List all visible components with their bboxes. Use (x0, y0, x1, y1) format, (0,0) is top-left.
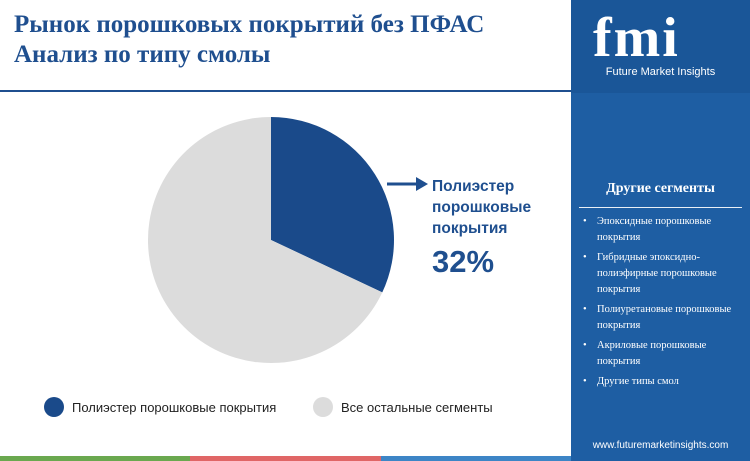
bottom-bar-red (190, 456, 381, 461)
segment-item: Другие типы смол (581, 374, 746, 390)
legend-item-polyester: Полиэстер порошковые покрытия (44, 396, 276, 418)
callout-arrow-head (416, 177, 428, 191)
pie-chart (147, 116, 428, 363)
callout-value: 32% (432, 244, 495, 279)
chart-area: Рынок порошковых покрытий без ПФАС Анали… (0, 11, 571, 461)
callout-label: Полиэстер порошковые покрытия (432, 178, 532, 237)
brand-header: fmi Future Market Insights (571, 0, 750, 93)
pie-slice-polyester (271, 117, 394, 293)
legend-label-others: Все остальные сегменты (341, 399, 493, 415)
brand-name: Future Market Insights (605, 66, 716, 78)
pie-slices (147, 116, 394, 363)
legend-swatch-polyester (44, 397, 64, 417)
panel-divider (579, 207, 742, 208)
segment-item: Эпоксидные порошковые покрытия (581, 214, 746, 246)
bottom-color-bar (0, 456, 571, 461)
segment-item: Акриловые порошковые покрытия (581, 338, 746, 370)
title-divider (0, 90, 571, 92)
legend-label-polyester: Полиэстер порошковые покрытия (72, 399, 277, 415)
bottom-bar-blue (380, 456, 571, 461)
segment-item: Гибридные эпоксидно-полиэфирные порошков… (581, 250, 746, 298)
other-segments-title: Другие сегменты (606, 181, 715, 196)
other-segments-list: Эпоксидные порошковые покрытия Гибридные… (581, 214, 746, 394)
bottom-bar-green (0, 456, 191, 461)
sidebar-panel: fmi Future Market Insights Другие сегмен… (571, 0, 750, 461)
brand-logo: fmi (593, 7, 680, 69)
pie-slice-others (147, 116, 383, 363)
legend-swatch-others (313, 397, 333, 417)
page-title: Рынок порошковых покрытий без ПФАС Анали… (14, 11, 485, 68)
segment-item: Полиуретановые порошковые покрытия (581, 302, 746, 334)
footer-url[interactable]: www.futuremarketinsights.com (592, 440, 729, 451)
legend-item-others: Все остальные сегменты (313, 396, 493, 418)
